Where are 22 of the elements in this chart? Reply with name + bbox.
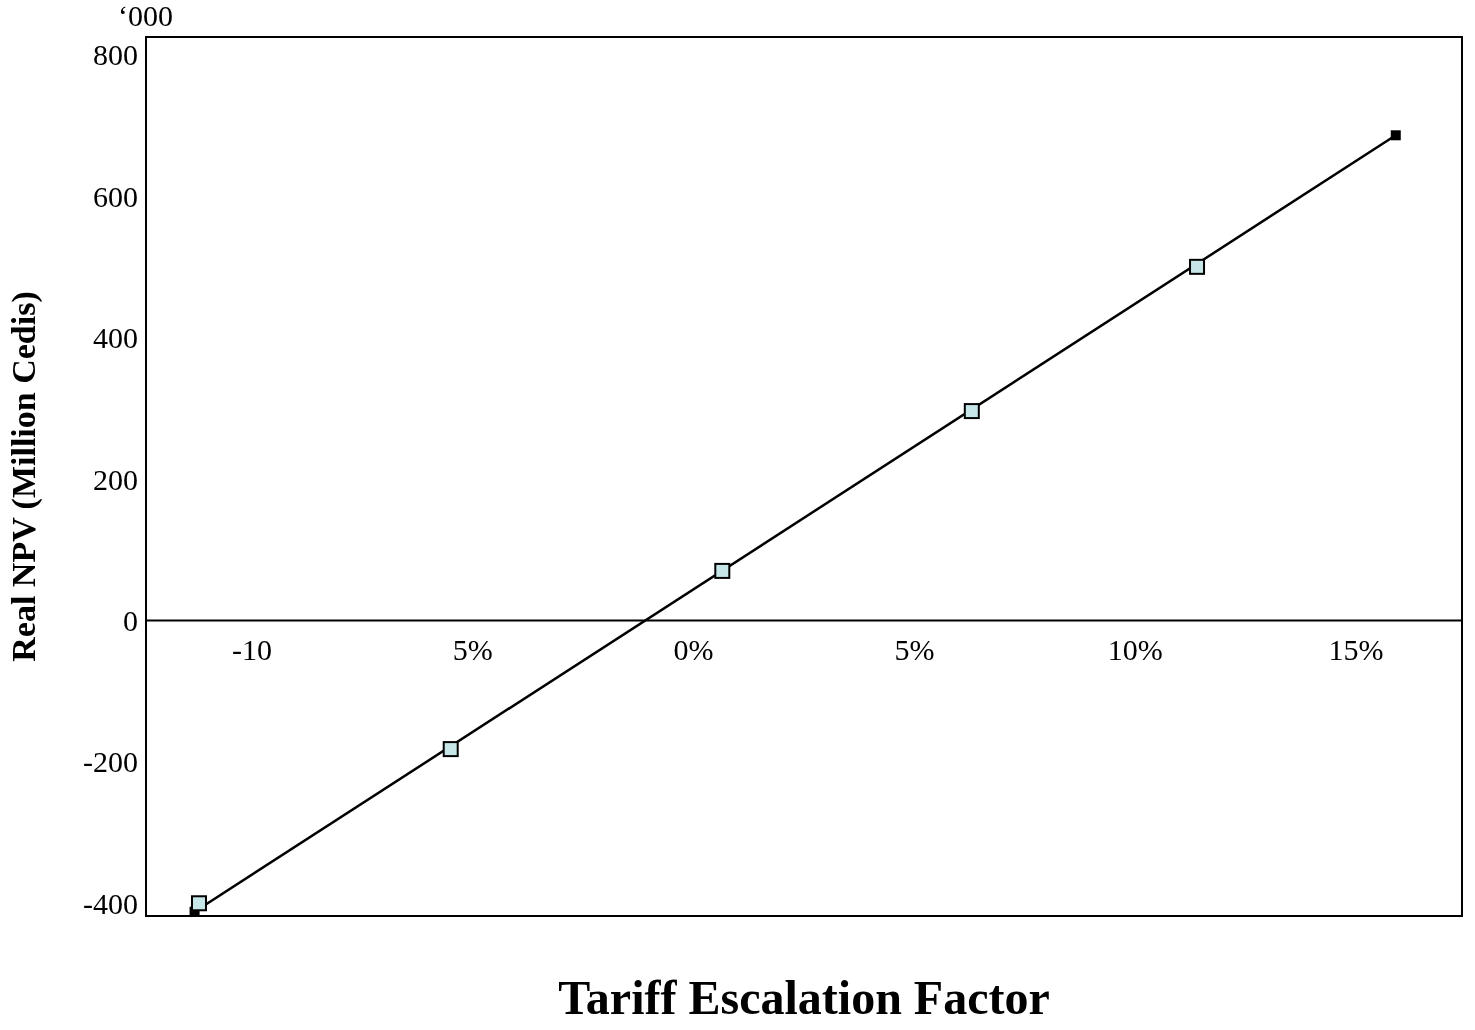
y-tick-label: -400 (83, 886, 138, 920)
y-tick-label: 800 (93, 38, 138, 72)
point (714, 562, 731, 579)
point (190, 895, 207, 912)
x-tick-label: 15% (1328, 633, 1384, 667)
y-tick-label: 200 (93, 462, 138, 496)
y-axis-title: Real NPV (Million Cedis) (5, 291, 44, 662)
x-tick-label: 5% (452, 633, 493, 667)
y-tick-label: 0 (123, 604, 138, 638)
x-tick-label: 5% (894, 633, 935, 667)
y-tick-label: -200 (83, 745, 138, 779)
y-tick-label: 600 (93, 179, 138, 213)
text: ‘000 (118, 0, 173, 33)
y-tick-label: 400 (93, 321, 138, 355)
point (442, 741, 459, 758)
point (1390, 130, 1401, 141)
point (963, 403, 980, 420)
x-tick-label: 10% (1107, 633, 1163, 667)
x-tick-label: -10 (231, 633, 272, 667)
x-axis-title: Tariff Escalation Factor (558, 971, 1050, 1024)
x-tick-label: 0% (673, 633, 714, 667)
point (1189, 258, 1206, 275)
